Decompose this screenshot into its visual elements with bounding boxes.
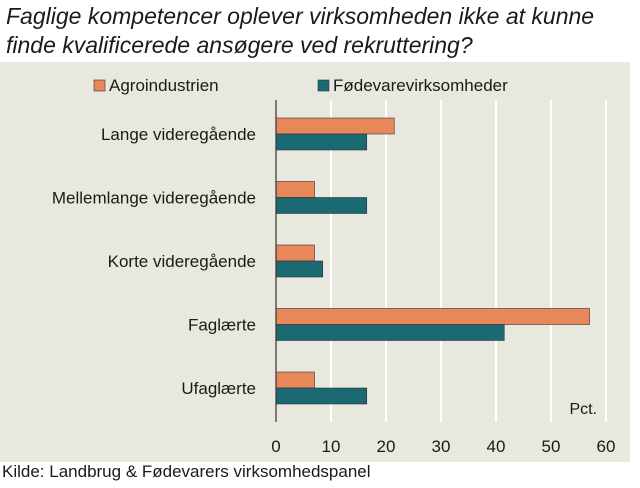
x-tick-label: 50	[542, 437, 561, 456]
legend-label-0: Agroindustrien	[109, 76, 219, 95]
bar-foedevare-2	[275, 260, 324, 278]
legend-label-1: Fødevarevirksomheder	[333, 76, 508, 95]
category-label: Korte videregående	[108, 252, 256, 271]
bar-foedevare-4	[275, 387, 368, 405]
bar-foedevare-3	[275, 324, 505, 341]
x-tick-label: 40	[487, 437, 506, 456]
category-label: Ufaglærte	[181, 379, 256, 398]
category-label: Faglærte	[188, 316, 256, 335]
category-label: Lange videregående	[101, 125, 256, 144]
bar-agro-1	[275, 181, 315, 198]
x-tick-label: 0	[271, 437, 280, 456]
chart-title: Faglige kompetencer oplever virksomheden…	[6, 3, 595, 58]
x-tick-label: 60	[597, 437, 616, 456]
bar-agro-3	[275, 308, 590, 325]
category-label: Mellemlange videregående	[52, 189, 256, 208]
x-tick-label: 20	[377, 437, 396, 456]
bar-agro-4	[275, 371, 315, 389]
bar-agro-0	[275, 117, 395, 135]
bar-agro-2	[275, 244, 315, 262]
source-note: Kilde: Landbrug & Fødevarers virksomheds…	[2, 462, 371, 481]
legend-swatch-1	[317, 79, 330, 92]
x-tick-label: 30	[432, 437, 451, 456]
legend-swatch-0	[93, 79, 106, 92]
unit-label: Pct.	[569, 401, 597, 418]
bar-foedevare-1	[275, 197, 368, 214]
x-tick-label: 10	[322, 437, 341, 456]
bar-foedevare-0	[275, 133, 368, 151]
